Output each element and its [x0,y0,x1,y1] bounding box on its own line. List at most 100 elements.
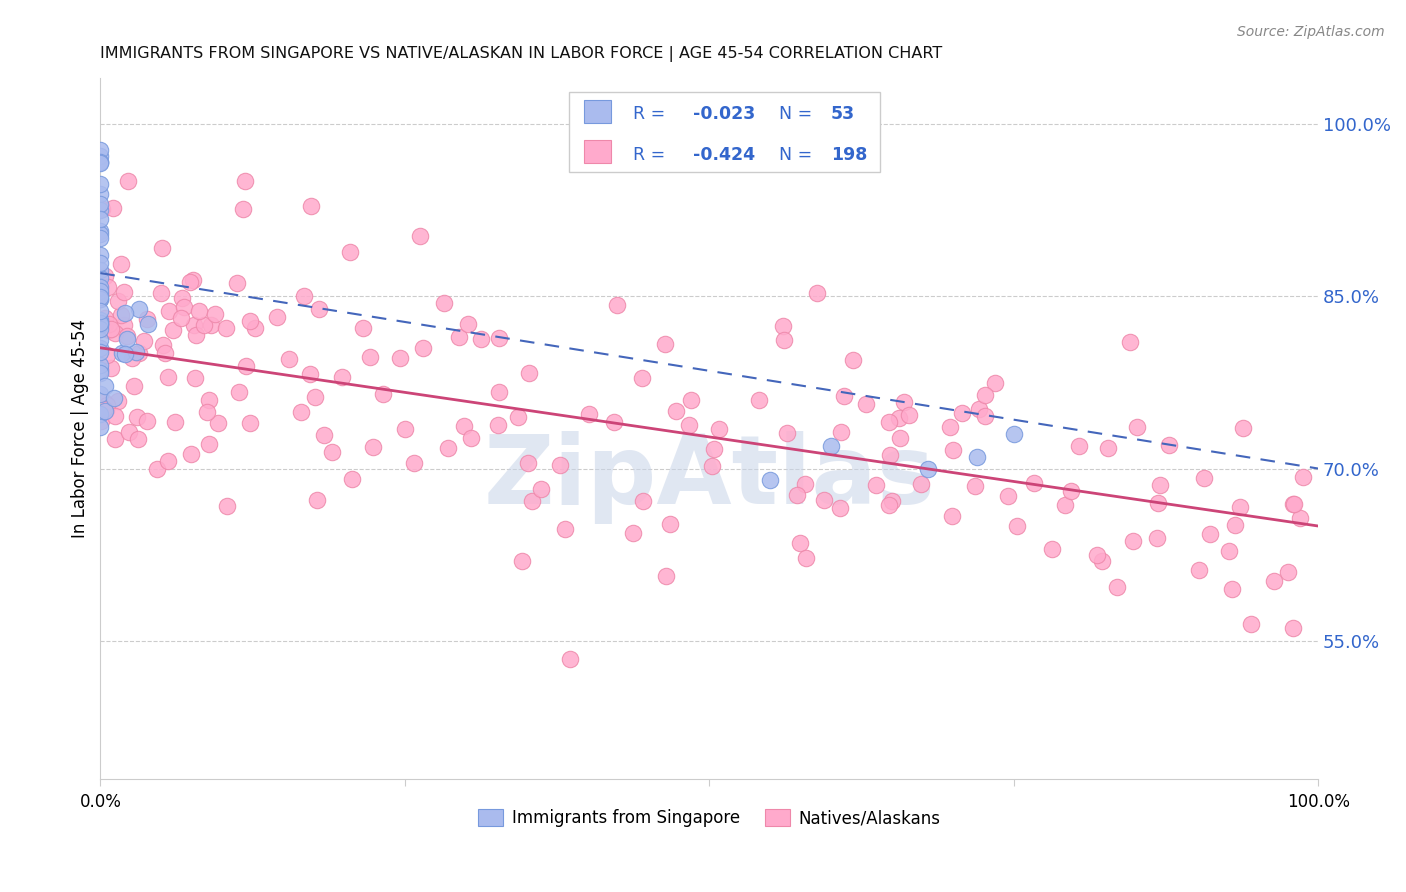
Point [122,379,145,393]
Point [89,366,111,380]
Point [98,317,121,331]
Point [93,319,115,334]
Point [96,398,118,412]
Point [1220,582,1243,596]
Text: R =: R = [633,145,671,163]
Point [893,395,915,409]
Point [1024,475,1046,490]
Point [373,386,395,401]
Point [89,344,111,359]
Point [794,551,817,566]
Point [197,437,219,451]
Point [433,296,456,310]
Point [1292,470,1315,484]
Point [359,350,381,364]
Point [308,301,330,316]
Point [759,473,782,487]
Point [157,304,180,318]
Point [1263,574,1285,589]
Point [830,425,852,439]
Point [299,199,322,213]
Point [352,321,374,335]
Point [89,407,111,421]
Point [879,498,901,512]
Point [89,155,111,169]
Point [110,257,132,271]
Point [1282,620,1305,634]
Point [453,419,475,434]
Point [516,456,538,470]
Point [172,291,194,305]
Point [266,310,288,324]
Point [889,431,911,445]
Point [621,525,644,540]
Point [603,415,626,429]
Point [488,330,510,344]
Point [865,477,887,491]
Point [170,310,193,325]
Point [1105,580,1128,594]
Point [89,155,111,169]
Point [917,461,939,475]
Point [1192,471,1215,485]
Point [966,450,988,464]
Text: R =: R = [633,105,671,123]
Point [89,358,111,372]
Point [243,320,266,334]
Point [898,408,921,422]
Point [560,652,582,666]
Point [630,370,652,384]
Point [110,309,132,323]
Point [103,392,125,406]
Point [1188,563,1211,577]
Point [520,493,543,508]
Point [89,419,111,434]
Point [773,333,796,347]
Point [290,405,312,419]
Point [232,202,254,216]
Point [530,482,553,496]
Point [793,476,815,491]
Point [941,509,963,524]
Point [879,448,901,462]
Point [146,462,169,476]
Point [89,270,111,285]
Point [97,280,120,294]
Point [89,387,111,401]
Point [226,276,249,290]
Point [187,304,209,318]
Point [554,522,576,536]
Point [173,300,195,314]
Text: Source: ZipAtlas.com: Source: ZipAtlas.com [1237,25,1385,39]
Point [204,307,226,321]
Point [655,569,678,583]
Point [1149,478,1171,492]
Text: -0.424: -0.424 [693,145,755,163]
Point [184,328,207,343]
Point [665,404,688,418]
Point [195,405,218,419]
Point [277,352,299,367]
Point [1085,548,1108,562]
Point [93,402,115,417]
Point [1229,500,1251,515]
Point [1005,519,1028,533]
Point [1054,498,1077,512]
Point [235,359,257,373]
Point [94,379,117,393]
Point [882,493,904,508]
Point [89,292,111,306]
Point [100,322,122,336]
Point [963,478,986,492]
Point [215,321,238,335]
Point [180,447,202,461]
Point [89,287,111,301]
Point [1122,534,1144,549]
Point [107,394,129,409]
Point [90,202,112,216]
Point [855,397,877,411]
Point [89,292,111,306]
Point [153,346,176,360]
Point [786,488,808,502]
Point [132,334,155,349]
